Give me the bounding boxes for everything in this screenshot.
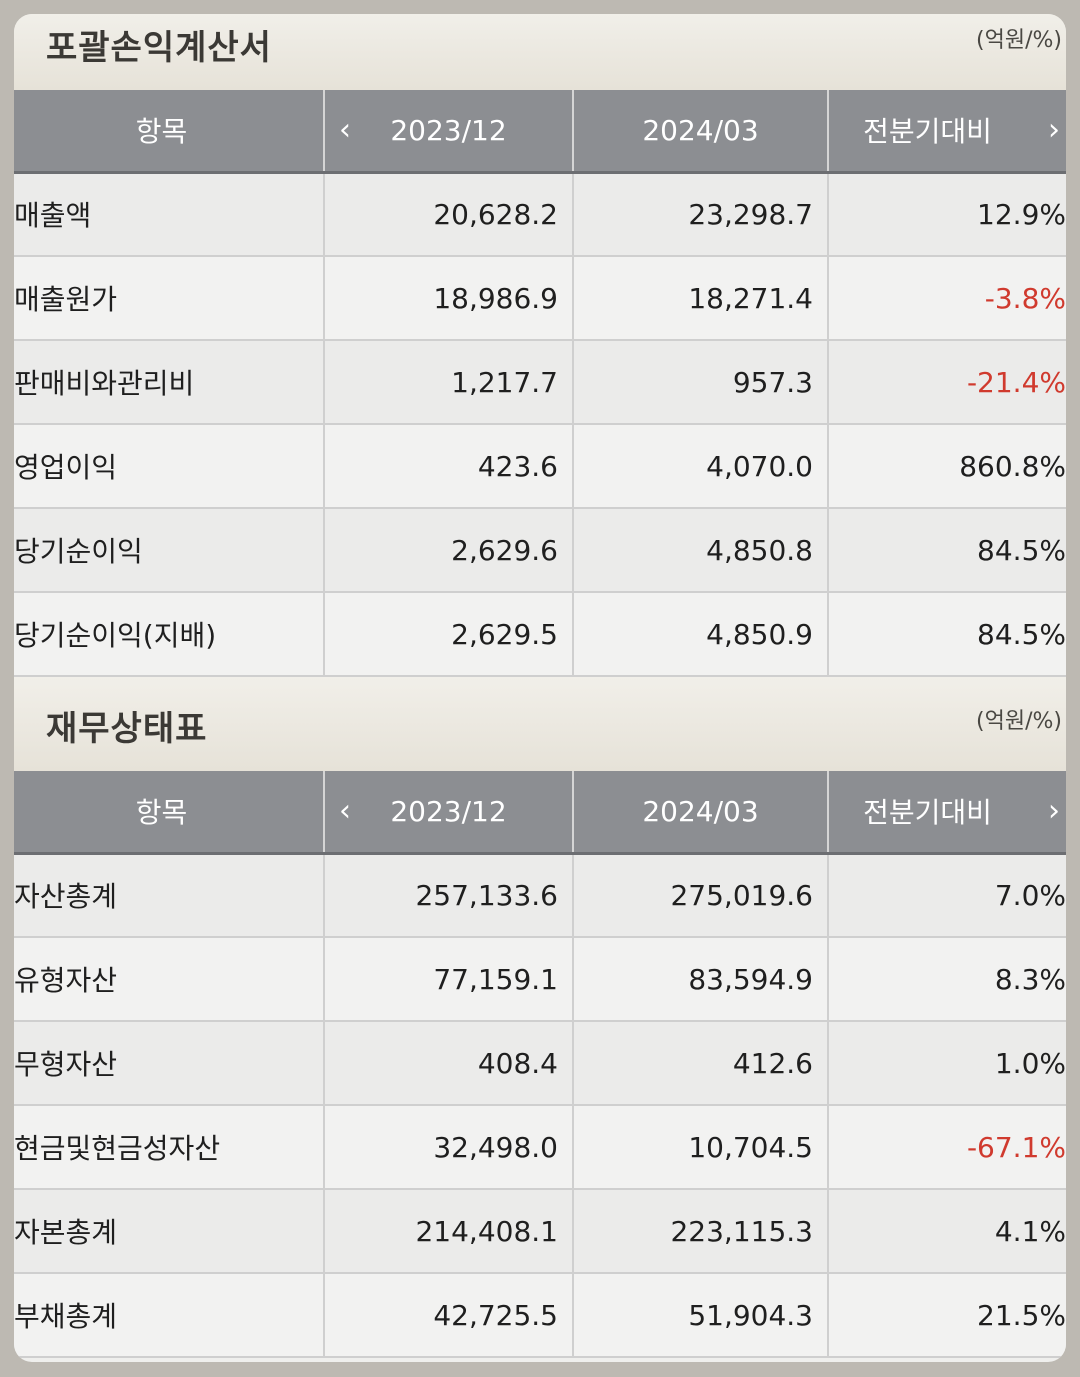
income-statement-body: 매출액 20,628.2 23,298.7 12.9% 매출원가 18,986.9 18,2… (14, 172, 1066, 677)
row-label: 판매비와관리비 (14, 340, 324, 425)
section-title: 재무상태표 (46, 709, 208, 749)
row-label: 당기순이익 (14, 508, 324, 593)
header-item: 항목 (14, 771, 324, 855)
value-change: 1.0% (827, 1021, 1066, 1106)
value-prev: 20,628.2 (323, 172, 573, 257)
balance-sheet-body: 자산총계 257,133.6 275,019.6 7.0% 유형자산 77,159.1 83… (14, 853, 1066, 1358)
row-label: 영업이익 (14, 424, 324, 509)
value-current: 23,298.7 (572, 172, 828, 257)
value-change: 84.5% (827, 592, 1066, 677)
chevron-right-icon[interactable]: › (1048, 793, 1060, 829)
income-statement-section: 포괄손익계산서 (억원/%) 항목 ‹ 2023/12 2024/03 전분기대… (14, 14, 1066, 677)
value-current: 4,850.8 (572, 508, 828, 593)
row-label: 현금및현금성자산 (14, 1105, 324, 1190)
header-change: 전분기대비 › (827, 90, 1066, 174)
value-current: 83,594.9 (572, 937, 828, 1022)
value-prev: 42,725.5 (323, 1273, 573, 1358)
table-row: 영업이익 423.6 4,070.0 860.8% (14, 424, 1066, 509)
value-current: 18,271.4 (572, 256, 828, 341)
row-label: 무형자산 (14, 1021, 324, 1106)
table-row: 유형자산 77,159.1 83,594.9 8.3% (14, 937, 1066, 1022)
table-row: 당기순이익(지배) 2,629.5 4,850.9 84.5% (14, 592, 1066, 677)
balance-sheet-section: 재무상태표 (억원/%) 항목 ‹ 2023/12 2024/03 전분기대비 (14, 677, 1066, 1358)
section-title: 포괄손익계산서 (46, 28, 272, 68)
chevron-right-icon[interactable]: › (1048, 112, 1060, 148)
header-period-prev: ‹ 2023/12 (323, 771, 573, 855)
value-prev: 214,408.1 (323, 1189, 573, 1274)
financial-card: 포괄손익계산서 (억원/%) 항목 ‹ 2023/12 2024/03 전분기대… (14, 14, 1066, 1362)
table-row: 부채총계 42,725.5 51,904.3 21.5% (14, 1273, 1066, 1358)
row-label: 매출액 (14, 172, 324, 257)
row-label: 유형자산 (14, 937, 324, 1022)
table-row: 자본총계 214,408.1 223,115.3 4.1% (14, 1189, 1066, 1274)
value-change: 21.5% (827, 1273, 1066, 1358)
table-row: 판매비와관리비 1,217.7 957.3 -21.4% (14, 340, 1066, 425)
row-label: 부채총계 (14, 1273, 324, 1358)
row-label: 당기순이익(지배) (14, 592, 324, 677)
table-header-row: 항목 ‹ 2023/12 2024/03 전분기대비 › (14, 771, 1066, 855)
value-current: 51,904.3 (572, 1273, 828, 1358)
row-label: 자본총계 (14, 1189, 324, 1274)
value-change: 12.9% (827, 172, 1066, 257)
value-current: 10,704.5 (572, 1105, 828, 1190)
table-row: 무형자산 408.4 412.6 1.0% (14, 1021, 1066, 1106)
row-label: 매출원가 (14, 256, 324, 341)
header-period-prev: ‹ 2023/12 (323, 90, 573, 174)
value-change: -3.8% (827, 256, 1066, 341)
value-change: 84.5% (827, 508, 1066, 593)
value-change: 7.0% (827, 853, 1066, 938)
table-row: 당기순이익 2,629.6 4,850.8 84.5% (14, 508, 1066, 593)
income-statement-table: 항목 ‹ 2023/12 2024/03 전분기대비 › 매출액 20,628.2… (14, 90, 1066, 677)
value-change: 860.8% (827, 424, 1066, 509)
value-prev: 1,217.7 (323, 340, 573, 425)
value-change: 8.3% (827, 937, 1066, 1022)
value-current: 412.6 (572, 1021, 828, 1106)
value-prev: 257,133.6 (323, 853, 573, 938)
balance-sheet-header: 재무상태표 (억원/%) (14, 677, 1066, 771)
row-label: 자산총계 (14, 853, 324, 938)
value-current: 957.3 (572, 340, 828, 425)
value-change: -21.4% (827, 340, 1066, 425)
value-current: 4,850.9 (572, 592, 828, 677)
income-statement-header: 포괄손익계산서 (억원/%) (14, 14, 1066, 90)
table-row: 자산총계 257,133.6 275,019.6 7.0% (14, 853, 1066, 938)
chevron-left-icon[interactable]: ‹ (339, 112, 351, 148)
header-period-current: 2024/03 (572, 771, 828, 855)
value-current: 223,115.3 (572, 1189, 828, 1274)
chevron-left-icon[interactable]: ‹ (339, 793, 351, 829)
table-row: 매출액 20,628.2 23,298.7 12.9% (14, 172, 1066, 257)
header-period-current: 2024/03 (572, 90, 828, 174)
unit-label: (억원/%) (976, 709, 1062, 734)
table-header-row: 항목 ‹ 2023/12 2024/03 전분기대비 › (14, 90, 1066, 174)
value-prev: 408.4 (323, 1021, 573, 1106)
value-prev: 32,498.0 (323, 1105, 573, 1190)
value-prev: 18,986.9 (323, 256, 573, 341)
value-prev: 423.6 (323, 424, 573, 509)
header-item: 항목 (14, 90, 324, 174)
value-prev: 77,159.1 (323, 937, 573, 1022)
header-change: 전분기대비 › (827, 771, 1066, 855)
table-row: 현금및현금성자산 32,498.0 10,704.5 -67.1% (14, 1105, 1066, 1190)
value-current: 275,019.6 (572, 853, 828, 938)
value-change: 4.1% (827, 1189, 1066, 1274)
value-current: 4,070.0 (572, 424, 828, 509)
table-row: 매출원가 18,986.9 18,271.4 -3.8% (14, 256, 1066, 341)
value-prev: 2,629.6 (323, 508, 573, 593)
value-change: -67.1% (827, 1105, 1066, 1190)
value-prev: 2,629.5 (323, 592, 573, 677)
unit-label: (억원/%) (976, 28, 1062, 53)
balance-sheet-table: 항목 ‹ 2023/12 2024/03 전분기대비 › 자산총계 257,133… (14, 771, 1066, 1358)
